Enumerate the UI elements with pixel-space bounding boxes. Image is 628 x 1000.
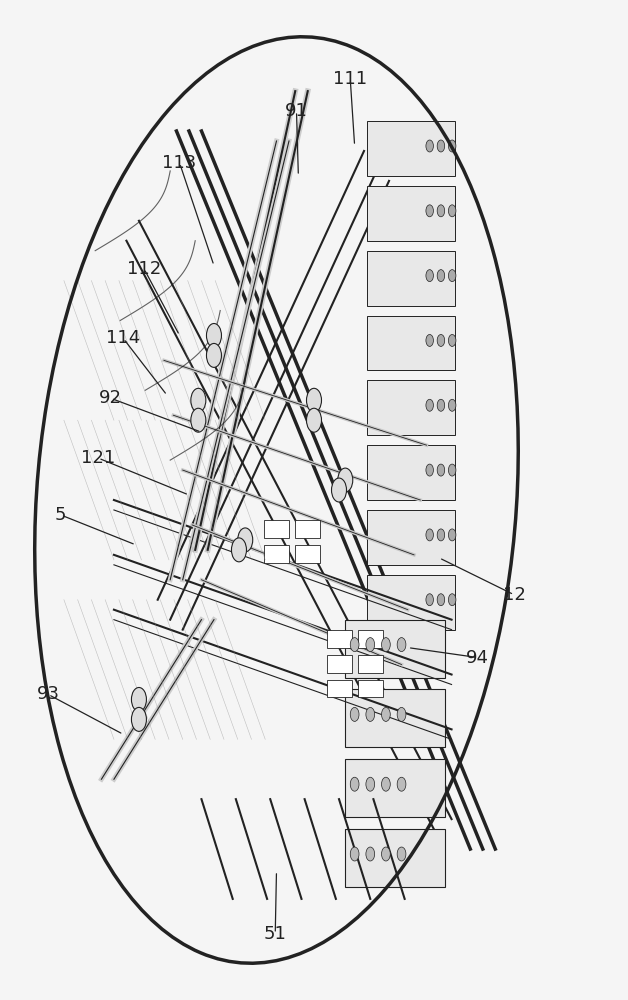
Circle shape [437, 205, 445, 217]
Circle shape [448, 205, 456, 217]
Bar [367, 575, 455, 630]
Circle shape [366, 707, 375, 721]
Circle shape [437, 140, 445, 152]
Circle shape [448, 464, 456, 476]
Text: 93: 93 [37, 685, 60, 703]
Circle shape [397, 707, 406, 721]
Circle shape [306, 408, 322, 432]
Circle shape [350, 777, 359, 791]
Circle shape [131, 707, 146, 731]
Circle shape [426, 594, 433, 606]
Circle shape [238, 528, 252, 552]
Text: 113: 113 [163, 154, 197, 172]
Circle shape [397, 847, 406, 861]
Circle shape [426, 334, 433, 346]
Circle shape [448, 529, 456, 541]
Text: 12: 12 [502, 586, 526, 604]
Text: 5: 5 [55, 506, 67, 524]
Bar [367, 510, 455, 565]
Text: 51: 51 [264, 925, 286, 943]
Circle shape [437, 464, 445, 476]
Bar [367, 316, 455, 370]
Bar [345, 620, 445, 678]
Bar [264, 520, 289, 538]
Circle shape [366, 638, 375, 652]
Circle shape [448, 140, 456, 152]
Circle shape [131, 687, 146, 711]
Circle shape [426, 140, 433, 152]
Bar [367, 380, 455, 435]
Bar [327, 680, 352, 697]
Circle shape [448, 334, 456, 346]
Circle shape [350, 638, 359, 652]
Bar [367, 251, 455, 306]
Circle shape [306, 388, 322, 412]
Circle shape [382, 777, 390, 791]
Circle shape [426, 529, 433, 541]
Bar [345, 829, 445, 887]
Circle shape [397, 638, 406, 652]
Circle shape [437, 334, 445, 346]
Circle shape [191, 408, 206, 432]
Circle shape [397, 777, 406, 791]
Circle shape [350, 847, 359, 861]
Circle shape [366, 847, 375, 861]
Bar [264, 545, 289, 563]
Circle shape [382, 847, 390, 861]
Circle shape [382, 707, 390, 721]
Circle shape [448, 594, 456, 606]
Circle shape [426, 399, 433, 411]
Bar [367, 445, 455, 500]
Circle shape [332, 478, 347, 502]
Text: 114: 114 [106, 329, 141, 347]
Circle shape [338, 468, 353, 492]
Text: 91: 91 [285, 102, 308, 120]
Bar [295, 545, 320, 563]
Circle shape [382, 638, 390, 652]
Text: 94: 94 [467, 649, 489, 667]
Bar [358, 680, 383, 697]
Bar [327, 630, 352, 648]
Text: 112: 112 [127, 260, 161, 278]
Bar [295, 520, 320, 538]
Text: 121: 121 [81, 449, 116, 467]
Bar [358, 630, 383, 648]
Circle shape [232, 538, 246, 562]
Circle shape [448, 399, 456, 411]
Bar [358, 655, 383, 673]
Bar [367, 121, 455, 176]
Bar [345, 689, 445, 747]
Text: 111: 111 [333, 70, 367, 88]
Circle shape [366, 777, 375, 791]
Circle shape [207, 323, 222, 347]
Circle shape [437, 594, 445, 606]
Bar [367, 186, 455, 241]
Circle shape [426, 464, 433, 476]
Circle shape [437, 270, 445, 282]
Circle shape [437, 529, 445, 541]
Circle shape [350, 707, 359, 721]
Bar [345, 759, 445, 817]
Circle shape [448, 270, 456, 282]
Circle shape [426, 270, 433, 282]
Circle shape [191, 388, 206, 412]
Bar [327, 655, 352, 673]
Circle shape [426, 205, 433, 217]
Text: 92: 92 [99, 389, 122, 407]
Circle shape [437, 399, 445, 411]
Circle shape [207, 343, 222, 367]
